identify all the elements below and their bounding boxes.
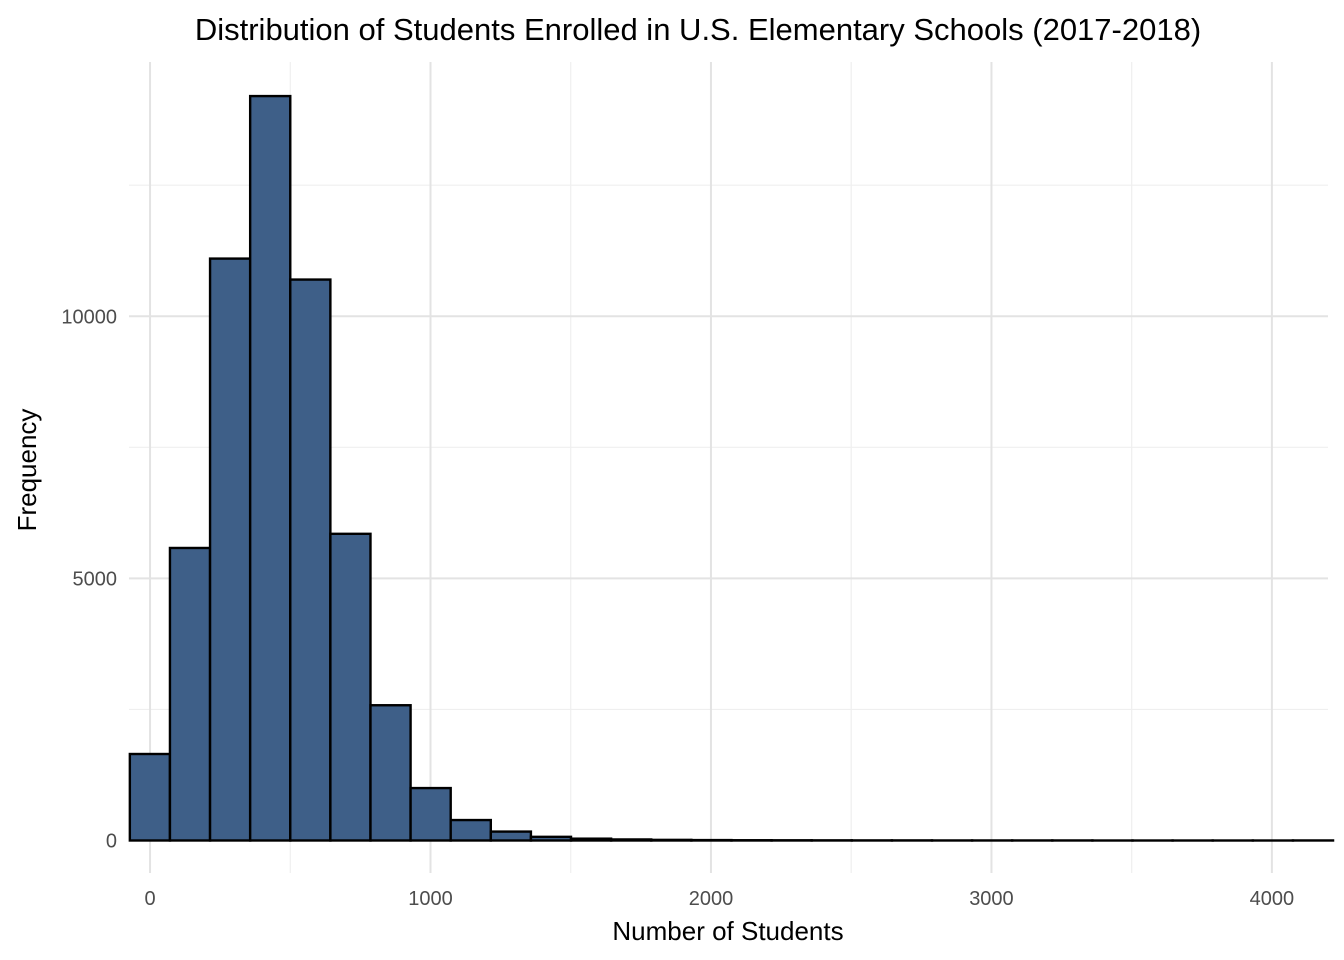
- histogram-bar-5: [329, 532, 372, 842]
- histogram-bar-10: [529, 835, 573, 842]
- histogram-bar-7: [409, 786, 452, 842]
- histogram-bar-11: [569, 837, 613, 842]
- y-axis-ticks: 0 5000 10000: [61, 306, 117, 852]
- y-tick-label: 0: [106, 830, 117, 852]
- histogram-bar-8: [449, 818, 493, 842]
- x-axis-label: Number of Students: [612, 916, 843, 946]
- histogram-bar-9: [489, 830, 533, 842]
- histogram-bars: [128, 94, 1335, 842]
- x-axis-ticks: 0 1000 2000 3000 4000: [144, 888, 1294, 910]
- histogram-bar-0: [128, 752, 172, 842]
- histogram-bar-2: [208, 257, 252, 842]
- histogram-bar-1: [168, 546, 212, 842]
- y-tick-label: 10000: [61, 306, 117, 328]
- x-tick-label: 1000: [408, 888, 453, 910]
- x-tick-label: 0: [144, 888, 155, 910]
- y-axis-label: Frequency: [12, 409, 42, 532]
- x-tick-label: 2000: [689, 888, 734, 910]
- histogram-bar-13: [650, 838, 693, 842]
- x-tick-label: 3000: [969, 888, 1014, 910]
- x-tick-label: 4000: [1250, 888, 1295, 910]
- histogram-bar-12: [609, 838, 653, 842]
- histogram-bar-6: [369, 704, 412, 842]
- grid-lines: [129, 62, 1328, 873]
- chart-title: Distribution of Students Enrolled in U.S…: [195, 12, 1201, 47]
- histogram-bar-4: [289, 278, 332, 842]
- y-tick-label: 5000: [73, 568, 118, 590]
- histogram-bar-3: [248, 94, 292, 842]
